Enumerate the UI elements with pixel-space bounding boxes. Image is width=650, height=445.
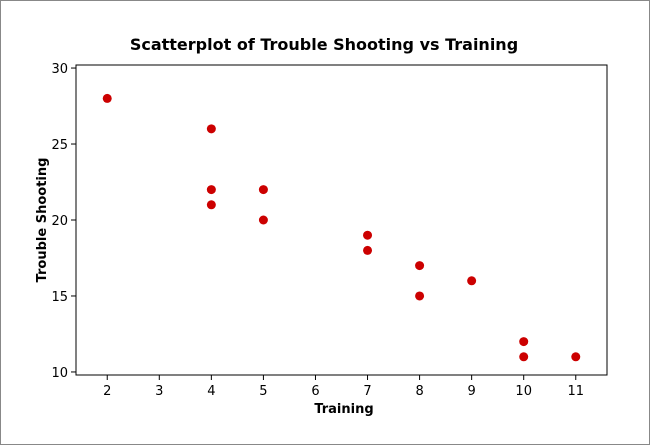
data-point (363, 230, 373, 240)
y-tick-label: 30 (51, 62, 68, 77)
data-point (415, 261, 425, 271)
y-tick-label: 20 (51, 214, 68, 229)
data-point (206, 200, 216, 210)
x-tick-label: 2 (103, 384, 111, 399)
data-point (519, 337, 529, 347)
data-point (415, 291, 425, 301)
x-axis-ticks: 2 3 4 5 6 7 8 9 10 11 (103, 375, 584, 399)
y-axis-label: Trouble Shooting (35, 158, 50, 283)
x-axis-label: Training (314, 402, 373, 417)
y-tick-label: 15 (51, 290, 68, 305)
data-point (206, 185, 216, 195)
data-point (206, 124, 216, 134)
data-point (258, 215, 268, 225)
x-tick-label: 10 (515, 384, 532, 399)
data-point (467, 276, 477, 286)
x-tick-label: 7 (363, 384, 371, 399)
data-points (102, 93, 581, 362)
data-point (258, 185, 268, 195)
x-tick-label: 9 (468, 384, 476, 399)
chart-title: Scatterplot of Trouble Shooting vs Train… (130, 35, 518, 54)
x-tick-label: 4 (207, 384, 215, 399)
x-tick-label: 5 (259, 384, 267, 399)
data-point (102, 93, 112, 103)
y-axis-ticks: 10 15 20 25 30 (51, 62, 76, 381)
y-tick-label: 25 (51, 138, 68, 153)
x-tick-label: 11 (567, 384, 584, 399)
data-point (519, 352, 529, 362)
data-point (571, 352, 581, 362)
y-tick-label: 10 (51, 366, 68, 381)
x-tick-label: 6 (311, 384, 319, 399)
x-tick-label: 8 (415, 384, 423, 399)
x-tick-label: 3 (155, 384, 163, 399)
data-point (363, 245, 373, 255)
